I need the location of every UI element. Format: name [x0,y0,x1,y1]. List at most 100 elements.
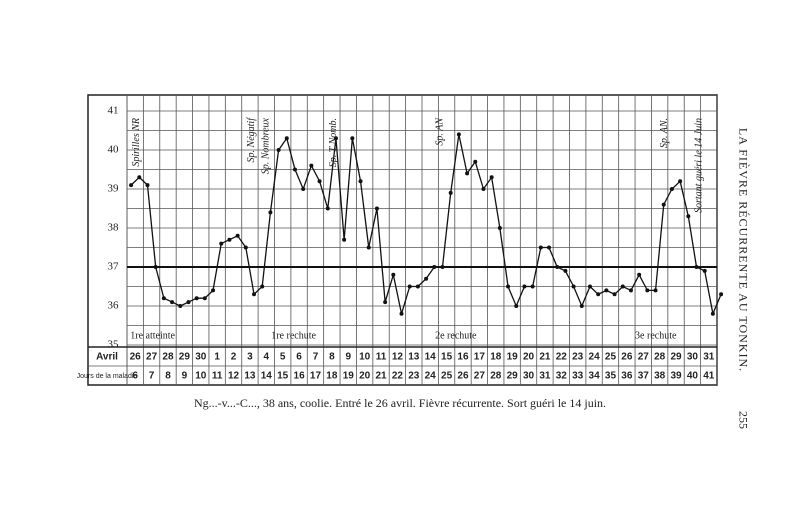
point [170,300,175,305]
day-label: 27 [474,371,486,382]
row-label: Jours de la maladie [77,373,138,380]
day-label: 35 [605,371,617,382]
point [260,284,265,289]
day-label: 16 [294,371,306,382]
point [194,296,199,301]
point [153,265,158,269]
x-tick-label: 8 [329,352,335,363]
point [473,159,478,164]
day-label: 30 [523,371,535,382]
x-tick-label: 27 [638,352,650,363]
point [456,132,461,137]
point [309,163,314,168]
point [686,214,691,219]
point [268,210,273,215]
day-label: 6 [132,371,138,382]
annotation: Sp. Négatif [246,117,257,163]
point [374,206,379,211]
point [645,288,650,293]
x-tick-label: 26 [621,352,633,363]
day-label: 31 [539,371,551,382]
day-label: 10 [195,371,207,382]
phase-label: 1re rechute [271,330,316,341]
day-label: 24 [425,371,437,382]
annotation: Sp. Nombreux [261,117,272,174]
x-tick-label: 5 [280,352,286,363]
day-label: 26 [457,371,469,382]
x-tick-label: 11 [376,352,387,363]
y-tick-label: 38 [108,222,120,234]
x-tick-label: 17 [474,352,486,363]
point [497,226,502,230]
y-tick-label: 40 [108,144,120,156]
x-tick-label: 18 [490,352,502,363]
x-tick-label: 26 [130,352,142,363]
annotation: Sp. AN. [659,118,670,148]
x-tick-label: 14 [425,352,437,363]
day-label: 23 [408,371,420,382]
x-tick-label: 27 [146,352,158,363]
day-label: 15 [277,371,289,382]
point [399,311,404,316]
point [350,136,355,141]
point [653,288,658,293]
frame [87,94,718,386]
point [292,167,297,172]
y-tick-label: 39 [108,183,120,195]
point [227,237,232,242]
day-label: 14 [261,371,273,382]
x-tick-label: 29 [670,352,682,363]
point [424,276,429,281]
day-label: 40 [687,371,699,382]
x-tick-label: 7 [313,352,319,363]
x-tick-label: 20 [523,352,535,363]
y-tick-label: 35 [108,339,120,351]
point [506,284,511,289]
x-tick-label: 24 [589,352,601,363]
day-label: 20 [359,371,371,382]
annotation: Sp. AN [434,117,445,146]
day-label: 33 [572,371,584,382]
point [383,300,388,305]
point [514,304,519,308]
point [129,183,134,188]
point [407,284,412,289]
point [612,292,617,297]
x-tick-label: 31 [703,352,715,363]
point [661,202,666,207]
point [579,304,584,308]
x-tick-label: 4 [264,352,270,363]
page-number: 255 [736,411,750,429]
annotation: Spirilles NR [131,118,142,167]
point [317,179,322,184]
point [448,190,453,195]
point [587,284,592,289]
x-tick-label: 30 [195,352,207,363]
point [391,272,396,277]
point [547,245,552,250]
phase-label: 3e rechute [635,330,677,341]
point [710,311,715,316]
point [604,288,609,293]
point [186,300,191,305]
point [563,268,568,273]
point [325,206,330,211]
day-label: 32 [556,371,568,382]
point [252,292,257,297]
x-tick-label: 6 [296,352,302,363]
point [211,288,216,293]
x-tick-label: 13 [408,352,420,363]
x-tick-label: 30 [687,352,699,363]
x-tick-label: 16 [457,352,469,363]
day-label: 18 [326,371,338,382]
point [284,136,289,141]
y-tick-label: 36 [108,300,120,312]
day-label: 38 [654,371,666,382]
point [571,284,576,289]
point [161,296,166,301]
row-label: Avril [96,352,118,363]
point [620,284,625,289]
day-label: 28 [490,371,502,382]
phase-label: 1re atteinte [130,330,175,341]
